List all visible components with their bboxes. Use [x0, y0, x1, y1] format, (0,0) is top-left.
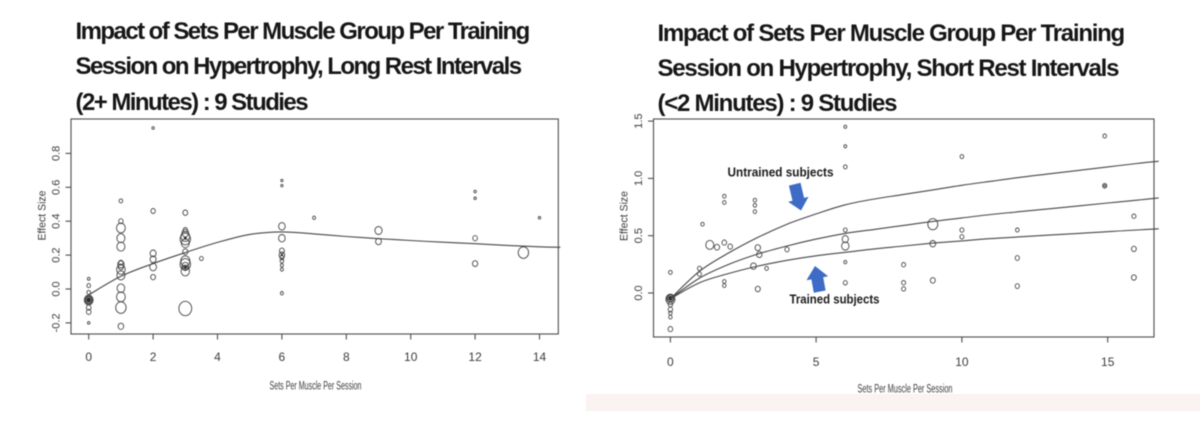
svg-text:0.4: 0.4 [51, 214, 63, 229]
svg-text:10: 10 [955, 355, 969, 369]
svg-text:14: 14 [533, 350, 547, 364]
svg-text:0.6: 0.6 [51, 180, 63, 195]
svg-text:0.8: 0.8 [51, 146, 63, 161]
svg-text:5: 5 [813, 355, 820, 369]
svg-text:8: 8 [343, 350, 350, 364]
svg-text:Effect Size: Effect Size [619, 191, 631, 241]
svg-text:10: 10 [404, 350, 418, 364]
svg-text:1.0: 1.0 [633, 171, 645, 186]
svg-text:0: 0 [667, 355, 674, 369]
svg-text:15: 15 [1101, 355, 1115, 369]
svg-text:Sets Per Muscle Per Session: Sets Per Muscle Per Session [858, 384, 953, 396]
svg-text:Trained subjects: Trained subjects [790, 293, 880, 307]
svg-text:Sets Per Muscle Per Session: Sets Per Muscle Per Session [270, 381, 362, 393]
svg-text:12: 12 [468, 350, 482, 364]
svg-text:0.5: 0.5 [633, 228, 645, 243]
svg-text:Untrained subjects: Untrained subjects [728, 166, 834, 180]
svg-text:6: 6 [279, 350, 286, 364]
svg-text:Effect Size: Effect Size [37, 191, 49, 241]
svg-text:0: 0 [85, 350, 92, 364]
svg-text:0.0: 0.0 [633, 285, 645, 300]
svg-text:0.2: 0.2 [51, 247, 63, 262]
svg-text:4: 4 [214, 350, 221, 364]
svg-text:-0.2: -0.2 [51, 313, 63, 332]
svg-text:2: 2 [150, 350, 157, 364]
svg-text:0.0: 0.0 [51, 281, 63, 296]
svg-text:1.5: 1.5 [633, 113, 645, 128]
